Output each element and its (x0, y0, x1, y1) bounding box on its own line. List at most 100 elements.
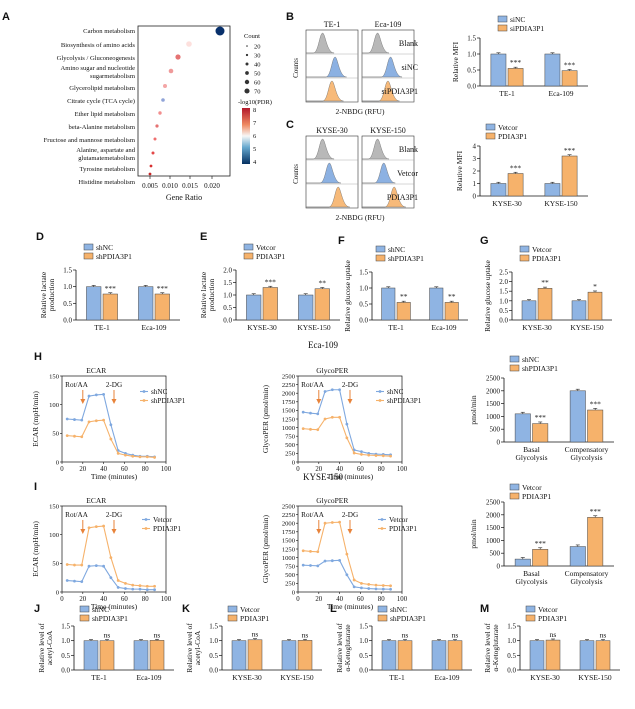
point-H-ECAR-1-12 (153, 456, 156, 459)
legend-label-H-bar-1: shPDIA3P1 (522, 364, 558, 373)
ylabel-F-0: Relative glucose uptake (343, 260, 352, 332)
legend-swatch-H-bar-1 (509, 364, 520, 372)
count-legend-dot-4 (244, 79, 250, 85)
ylabel-J-1: acetyl-CoA (45, 630, 54, 665)
cat-label-L-0-0: TE-1 (389, 673, 405, 682)
bar-C-0-0 (490, 183, 507, 197)
bar-B-0-1 (507, 68, 524, 87)
pdr-legend-title: -log10(PDR) (238, 99, 272, 106)
frame-I-ECAR (61, 505, 167, 593)
inject-arrowhead-H-GlycoPER-1 (347, 399, 353, 404)
ylabel-I-bar-0: pmol/min (469, 519, 478, 548)
bar-B-0-0 (490, 53, 507, 87)
ytick-label-D-2: 1.0 (63, 283, 72, 291)
xtick-label-H-GlycoPER-2: 40 (336, 466, 343, 473)
panel-b-hist-0-2 (306, 80, 344, 102)
pdr-tick-3: 5 (253, 146, 256, 153)
legend-label-M-1: PDIA3P1 (538, 614, 567, 623)
panel-a-frame (137, 25, 231, 177)
legend-swatch-L-1 (377, 614, 388, 622)
ytick-label-I-GlycoPER-3: 750 (285, 564, 296, 571)
ytick-label-K-1: 0.5 (209, 652, 218, 660)
point-H-ECAR-0-2 (80, 418, 84, 422)
cat-label-J-1-0: Eca-109 (137, 673, 162, 682)
ytick-label-K-2: 1.0 (209, 637, 218, 645)
panel-c-hist-1-1 (362, 162, 396, 184)
point-H-ECAR-0-1 (73, 418, 76, 421)
chart-I-bar: 05001000150020002500***BasalGlycolysis**… (469, 483, 614, 586)
point-H-GlycoPER-0-8 (360, 450, 363, 454)
count-legend-dot-1 (245, 53, 249, 57)
panel-h-title: Eca-109 (308, 340, 338, 350)
count-legend: 20 30 40 50 60 70 (244, 44, 261, 96)
ytick-label-D-3: 1.5 (63, 267, 72, 275)
cat-label-C-1-0: KYSE-150 (544, 199, 578, 208)
ylabel-K-0: Relative level of (185, 623, 194, 673)
panel-b-hist-1-2 (362, 80, 400, 102)
legend-swatch-F-0 (375, 245, 386, 253)
ytick-label-F-2: 1.0 (359, 285, 368, 293)
ytick-label-C-3: 3 (473, 155, 477, 163)
point-H-GlycoPER-1-3 (323, 417, 327, 421)
ytick-label-D-1: 0.5 (63, 300, 72, 308)
bar-D-1-0 (138, 286, 154, 321)
point-H-GlycoPER-1-9 (367, 453, 371, 457)
legend-swatch-E-0 (243, 243, 254, 251)
sig-J-1: ns (154, 630, 161, 639)
xlabel-I-GlycoPER: Time (minutes) (327, 602, 374, 611)
ytick-label-I-ECAR-0: 0 (56, 589, 60, 596)
point-I-ECAR-0-7 (116, 586, 120, 589)
cat-label-I-bar-1-0: Compensatory (565, 569, 609, 578)
bar-D-1-1 (154, 293, 170, 321)
ytick-label-I-ECAR-1: 50 (52, 561, 59, 568)
point-H-ECAR-0-6 (109, 423, 113, 427)
ytick-label-I-GlycoPER-9: 2250 (282, 512, 296, 519)
pathway-label-3: Amino sugar and nucleotide (60, 65, 135, 72)
ytick-label-F-0: 0.0 (359, 317, 368, 325)
legend-swatch-M-0 (525, 605, 536, 613)
title-I-ECAR: ECAR (86, 496, 106, 505)
bar-J-1-0 (133, 640, 149, 671)
ytick-label-I-ECAR-3: 150 (49, 503, 60, 510)
ytick-label-H-ECAR-2: 100 (49, 402, 60, 409)
point-I-ECAR-0-10 (138, 587, 142, 591)
point-H-GlycoPER-1-6 (345, 436, 349, 440)
legend-label-K-0: Vetcor (240, 605, 260, 614)
ytick-label-I-bar-2: 1000 (486, 537, 501, 545)
bar-I-bar-1-0 (569, 546, 586, 567)
ytick-label-C-4: 4 (473, 143, 477, 151)
cat-label-G-1-0: KYSE-150 (570, 323, 604, 332)
chart-M: 0.0 0.5 1.0 1.5 ns KYSE-30 ns KYSE-150 VetcorPDI… (483, 605, 620, 682)
panel-label-c: C (286, 119, 294, 131)
pdr-tick-2: 6 (253, 133, 257, 140)
panel-a-dots (148, 26, 225, 176)
ytick-label-I-GlycoPER-7: 1750 (282, 529, 296, 536)
ytick-label-E-1: 0.5 (223, 304, 232, 312)
xtick-label-I-ECAR-1: 20 (79, 596, 86, 603)
legend-dot-H-GlycoPER-1 (378, 399, 382, 402)
ytick-label-J-1: 0.5 (61, 652, 70, 660)
legend-swatch-J-1 (79, 614, 90, 622)
legend-label-I-ECAR-1: PDIA3P1 (153, 525, 181, 533)
point-I-GlycoPER-1-0 (301, 549, 305, 553)
ytick-label-G-5: 2.5 (499, 269, 508, 277)
pathway-label-4: sugarmetabolism (90, 73, 136, 80)
point-I-ECAR-1-9 (131, 583, 135, 587)
panel-b-hist-1-1 (362, 56, 403, 78)
cat-label-B-0-0: TE-1 (499, 89, 515, 98)
bar-J-0-1 (99, 640, 115, 671)
pathway-label-6: Citrate cycle (TCA cycle) (67, 98, 135, 105)
panel-c-xlabel: 2-NBDG (RFU) (336, 213, 385, 222)
point-I-ECAR-1-0 (65, 563, 69, 566)
xtick-label-H-GlycoPER-3: 60 (357, 466, 364, 473)
ytick-label-L-3: 1.5 (359, 623, 368, 631)
ytick-label-D-0: 0.0 (63, 317, 72, 325)
title-H-GlycoPER: GlycoPER (316, 366, 348, 375)
legend-label-I-ECAR-0: Vetcor (153, 516, 172, 524)
frame-H-ECAR (61, 375, 167, 463)
point-I-GlycoPER-0-10 (374, 587, 378, 591)
point-H-ECAR-1-4 (94, 419, 98, 423)
bar-D-0-0 (86, 286, 102, 321)
legend-label-D-1: shPDIA3P1 (96, 252, 132, 261)
